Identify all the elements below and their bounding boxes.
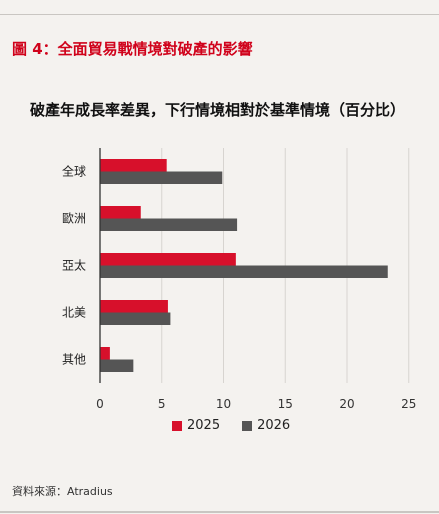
bottom-rule [0, 511, 439, 513]
bar-2025-0 [100, 159, 167, 172]
chart-title: 破產年成長率差異，下行情境相對於基準情境（百分比） [30, 101, 406, 119]
category-label-2: 亞太 [62, 258, 86, 273]
category-label-3: 北美 [62, 306, 86, 320]
x-tick-label-15: 15 [278, 397, 293, 411]
bar-2025-3 [100, 300, 168, 313]
legend-label-2025: 2025 [187, 418, 221, 433]
x-tick-label-0: 0 [96, 397, 104, 411]
bar-2025-4 [100, 347, 110, 360]
bar-2026-1 [100, 218, 238, 231]
legend-item-2025: 2025 [172, 418, 220, 433]
x-tick-label-10: 10 [216, 397, 231, 411]
legend-swatch-2026 [242, 420, 253, 431]
legend-swatch-2025 [172, 420, 182, 431]
top-rule [0, 14, 439, 15]
bar-layer [100, 159, 388, 372]
bar-2026-0 [100, 171, 223, 184]
category-label-1: 歐洲 [62, 211, 86, 226]
category-label-0: 全球 [62, 164, 86, 179]
bar-2026-4 [100, 359, 134, 372]
legend-item-2026: 2026 [242, 418, 290, 433]
x-tick-label-25: 25 [401, 397, 416, 411]
bar-2026-3 [100, 312, 171, 325]
x-tick-label-20: 20 [339, 397, 354, 411]
legend: 2025 2026 [172, 418, 312, 433]
source-note: 資料來源：Atradius [12, 485, 113, 498]
bar-2025-2 [100, 253, 236, 266]
bar-2025-1 [100, 206, 141, 219]
category-label-4: 其他 [62, 353, 86, 367]
x-tick-label-5: 5 [158, 397, 166, 411]
bar-2026-2 [100, 265, 388, 278]
figure-title: 圖 4：全面貿易戰情境對破產的影響 [12, 40, 253, 58]
legend-label-2026: 2026 [257, 418, 291, 433]
